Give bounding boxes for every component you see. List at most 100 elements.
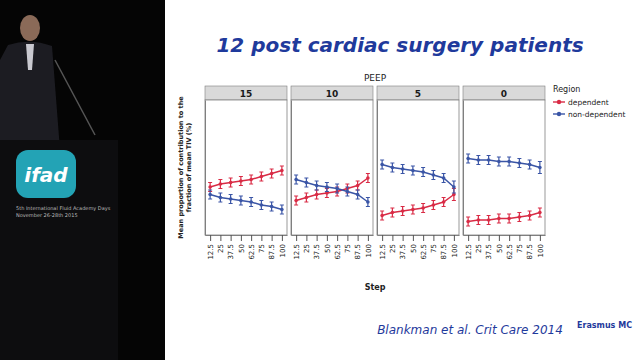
error-bar-cap [442,173,446,174]
error-bar-cap [259,181,263,182]
logo-text: ifad [24,163,68,187]
error-bar-cap [442,182,446,183]
data-point [391,211,395,215]
error-bar [411,205,415,214]
error-bar-cap [239,176,243,177]
data-point [477,158,481,162]
error-bar [345,187,349,196]
x-tick-mark [317,235,318,241]
x-axis-line [206,235,288,236]
error-bar-cap [294,196,298,197]
data-point [270,172,274,176]
error-bar-cap [325,197,329,198]
error-bar-cap [390,172,394,173]
x-tick-label: 75 [344,244,352,253]
error-bar-cap [390,208,394,209]
error-bar [442,198,446,207]
error-bar-cap [270,211,274,212]
x-tick-mark [241,235,242,241]
x-tick-mark [530,235,531,241]
data-point [528,214,532,218]
error-bar-cap [421,203,425,204]
facet-label: PEEP [364,73,387,83]
error-bar-cap [452,181,456,182]
error-bar-cap [229,203,233,204]
data-point [538,166,542,170]
error-bar-cap [335,184,339,185]
x-tick: 100 [365,235,373,257]
facet-panel: 1012.52537.55062.57587.5100 [291,86,374,260]
error-bar [507,214,511,223]
error-bar [466,154,470,163]
facet-title: 15 [240,89,253,99]
error-bar-cap [431,179,435,180]
data-point [497,217,501,221]
error-bar-cap [528,160,532,161]
facet-panel: 512.52537.55062.57587.5100 [377,86,460,260]
error-bar-cap [507,166,511,167]
data-point [538,211,542,215]
data-point [239,179,243,183]
data-point [356,184,360,188]
x-tick-label: 12.5 [379,244,387,260]
error-bar [239,196,243,205]
data-point [315,184,319,188]
error-bar-cap [507,214,511,215]
x-tick-label: 12.5 [207,244,215,260]
x-tick: 37.5 [399,235,407,260]
error-bar-cap [335,196,339,197]
error-bar-cap [270,169,274,170]
error-bar-cap [431,200,435,201]
error-bar-cap [345,196,349,197]
error-bar [431,171,435,180]
data-layer [208,166,284,214]
error-bar-cap [259,200,263,201]
error-bar [401,207,405,216]
error-bar [497,214,501,223]
data-point [518,215,522,219]
error-bar [280,205,284,214]
x-tick-label: 87.5 [354,244,362,260]
error-bar [294,175,298,184]
institution-logo: Erasmus MC [577,321,632,330]
error-bar [517,213,521,222]
error-bar-cap [538,161,542,162]
error-bar [239,177,243,186]
error-bar-cap [280,175,284,176]
error-bar-cap [380,160,384,161]
x-tick-label: 25 [475,244,483,253]
data-point [452,185,456,189]
error-bar [528,211,532,220]
data-point [260,175,264,179]
data-point [356,193,360,197]
x-axis: 12.52537.55062.57587.5100 [206,235,288,260]
legend-key-marker [557,112,561,116]
x-axis: 12.52537.55062.57587.5100 [464,235,546,260]
error-bar [229,178,233,187]
facet-panel: 15 12.52537.55062.57587.5100 [205,86,288,260]
error-bar [356,181,360,190]
data-point [411,169,415,173]
x-axis-line [378,235,460,236]
error-bar-cap [280,214,284,215]
data-point [260,203,264,207]
error-bar-cap [476,155,480,156]
legend: Regiondependentnon-dependent [553,85,625,119]
error-bar-cap [208,190,212,191]
x-tick-label: 62.5 [334,244,342,260]
error-bar-cap [218,188,222,189]
x-tick-label: 62.5 [420,244,428,260]
data-point [325,185,329,189]
data-point [380,163,384,167]
error-bar [390,163,394,172]
error-bar-cap [280,166,284,167]
data-point [477,218,481,222]
error-bar-cap [431,209,435,210]
error-bar [280,166,284,175]
x-tick: 37.5 [227,235,235,260]
error-bar-cap [466,217,470,218]
data-point [366,200,370,204]
error-bar-cap [356,190,360,191]
citation: Blankman et al. Crit Care 2014 [377,323,563,337]
legend-title: Region [553,85,580,94]
